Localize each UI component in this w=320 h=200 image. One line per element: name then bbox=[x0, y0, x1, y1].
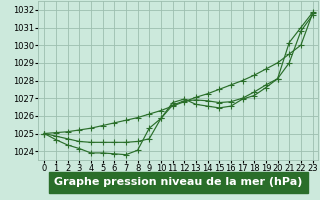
X-axis label: Graphe pression niveau de la mer (hPa): Graphe pression niveau de la mer (hPa) bbox=[54, 177, 303, 187]
